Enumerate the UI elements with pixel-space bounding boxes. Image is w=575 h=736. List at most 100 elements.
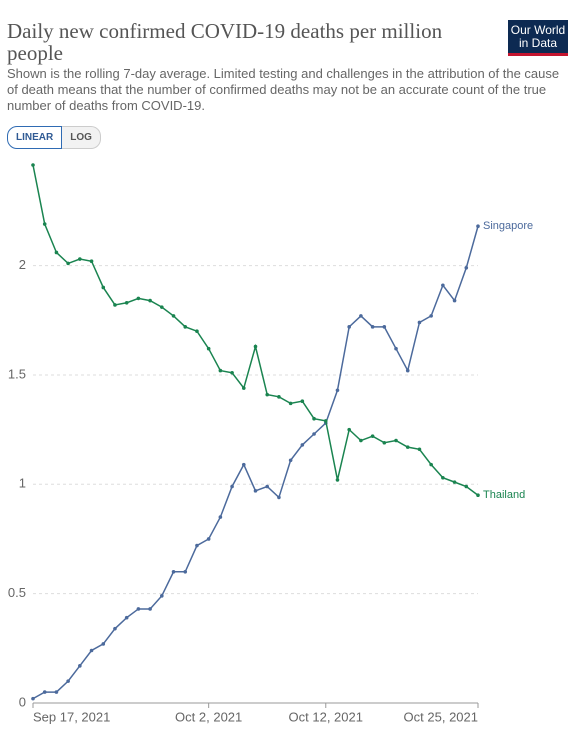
data-point — [113, 303, 117, 307]
data-point — [136, 296, 141, 301]
data-point — [160, 594, 164, 598]
data-point — [195, 329, 199, 334]
data-point — [171, 314, 176, 318]
data-point — [78, 257, 82, 261]
y-tick-label: 1 — [19, 476, 26, 491]
data-point — [253, 489, 258, 493]
data-point — [429, 462, 433, 467]
y-tick-label: 1.5 — [8, 366, 26, 381]
data-point — [359, 314, 363, 318]
data-point — [370, 325, 375, 329]
data-point — [78, 664, 82, 668]
data-point — [124, 615, 129, 620]
data-point — [171, 569, 176, 574]
data-point — [347, 427, 351, 432]
x-tick-label: Oct 25, 2021 — [404, 709, 478, 724]
data-point — [370, 434, 375, 438]
data-point — [54, 250, 59, 255]
data-point — [241, 386, 246, 390]
data-point — [394, 346, 398, 351]
data-point — [441, 475, 445, 480]
data-point — [31, 696, 35, 701]
data-point — [66, 261, 70, 266]
data-point — [230, 370, 234, 375]
data-point — [464, 265, 469, 270]
data-point — [148, 298, 152, 303]
y-tick-label: 0.5 — [8, 585, 26, 600]
x-tick-label: Oct 12, 2021 — [289, 709, 363, 724]
data-point — [230, 484, 234, 489]
data-point — [113, 626, 117, 631]
data-point — [195, 543, 199, 548]
data-point — [42, 690, 47, 694]
data-point — [452, 298, 457, 303]
y-tick-label: 0 — [19, 694, 26, 709]
data-point — [136, 607, 141, 611]
data-point — [382, 440, 387, 445]
data-point — [323, 419, 328, 423]
data-point — [300, 399, 305, 403]
data-point — [394, 438, 398, 443]
data-point — [429, 314, 433, 318]
data-point — [277, 495, 281, 500]
data-point — [335, 388, 340, 393]
chart-title: Daily new confirmed COVID-19 deaths per … — [7, 19, 443, 65]
data-point — [31, 163, 35, 167]
data-point — [405, 445, 410, 449]
data-point — [265, 392, 270, 397]
data-point — [218, 515, 223, 519]
x-tick-label: Sep 17, 2021 — [33, 709, 110, 724]
data-point — [42, 222, 47, 226]
data-point — [441, 283, 445, 288]
data-point — [89, 648, 94, 653]
data-point — [405, 368, 410, 373]
data-point — [183, 325, 188, 329]
data-point — [382, 325, 387, 329]
chart-subtitle: Shown is the rolling 7-day average. Limi… — [7, 66, 560, 113]
x-tick-label: Oct 2, 2021 — [175, 709, 242, 724]
data-point — [206, 346, 211, 351]
data-point — [66, 679, 70, 683]
logo-line: in Data — [518, 36, 558, 50]
data-point — [101, 285, 106, 290]
data-point — [476, 493, 480, 498]
data-point — [265, 484, 270, 489]
data-point — [464, 484, 469, 489]
series-label: Thailand — [483, 489, 525, 501]
data-point — [124, 300, 129, 305]
logo[interactable]: Our World in Data — [508, 20, 568, 56]
data-point — [312, 432, 316, 436]
data-point — [476, 224, 480, 229]
data-point — [288, 458, 293, 463]
y-tick-label: 2 — [19, 257, 26, 272]
data-point — [218, 368, 223, 373]
data-point — [253, 344, 258, 349]
data-point — [148, 607, 152, 611]
data-point — [417, 447, 422, 452]
data-point — [452, 480, 457, 484]
data-point — [312, 416, 316, 421]
series-line — [32, 164, 479, 496]
data-point — [101, 642, 106, 646]
data-point — [277, 395, 281, 399]
data-point — [54, 690, 59, 694]
data-point — [288, 401, 293, 406]
data-point — [359, 438, 363, 443]
data-point — [89, 259, 94, 264]
data-point — [335, 478, 340, 482]
scale-toggle: LINEAR LOG — [7, 126, 101, 149]
data-point — [160, 305, 164, 309]
data-point — [206, 537, 211, 541]
data-point — [183, 569, 188, 574]
data-point — [417, 320, 422, 325]
series-line — [32, 226, 479, 700]
data-point — [241, 462, 246, 467]
logo-line: Our World — [510, 23, 566, 37]
scale-button[interactable]: LINEAR — [7, 126, 63, 149]
scale-button[interactable]: LOG — [62, 126, 101, 149]
series-label: Singapore — [483, 220, 533, 232]
data-point — [300, 443, 305, 447]
data-point — [347, 325, 351, 329]
